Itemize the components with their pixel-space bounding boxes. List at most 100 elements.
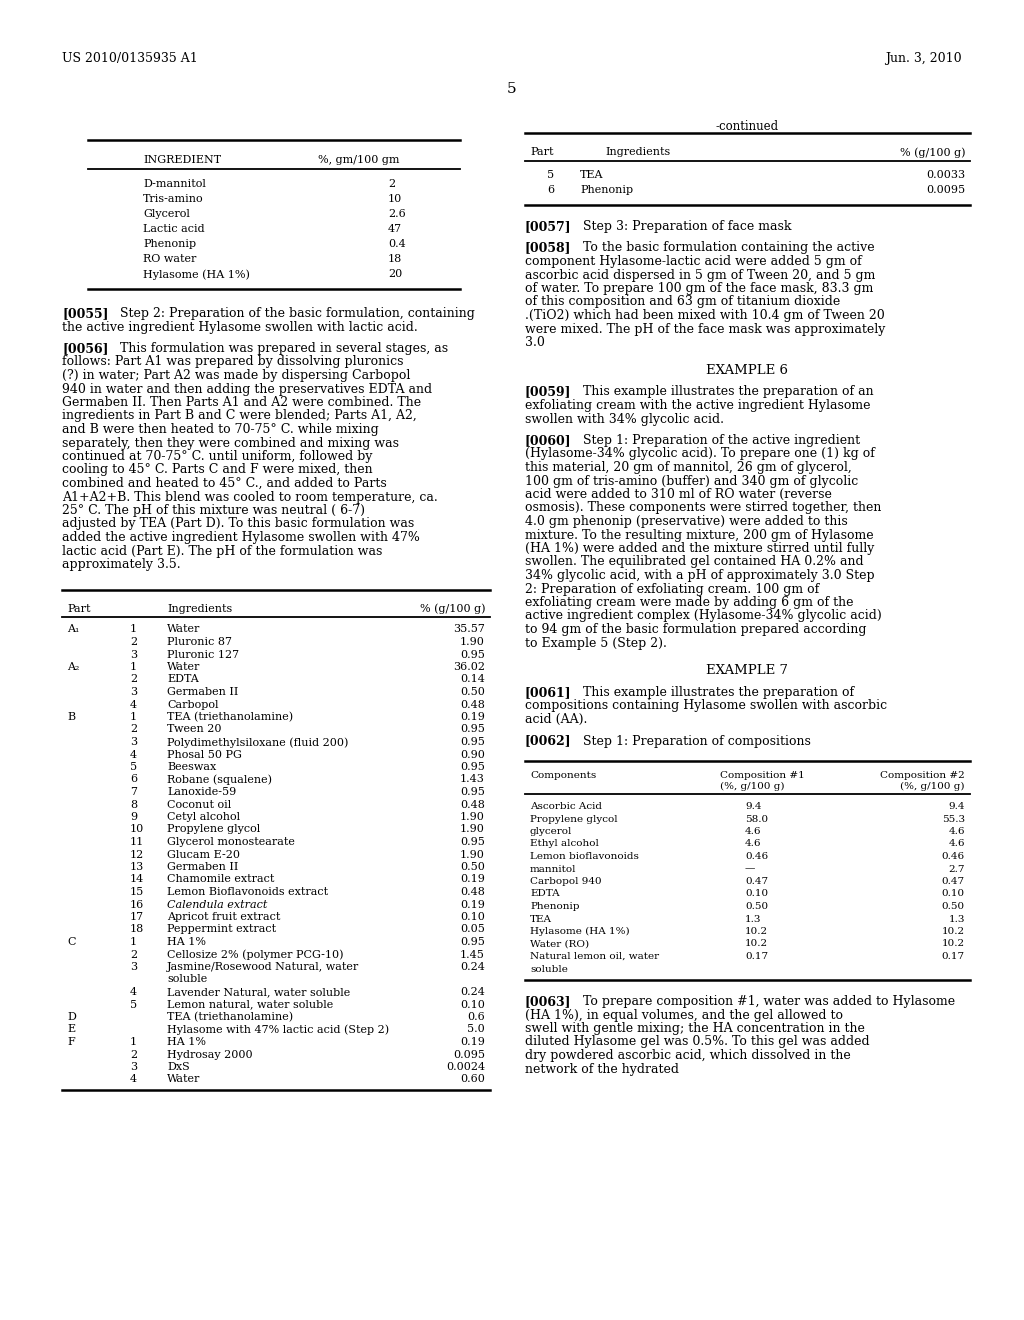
Text: 10.2: 10.2 bbox=[942, 927, 965, 936]
Text: 3: 3 bbox=[130, 1063, 137, 1072]
Text: 0.24: 0.24 bbox=[460, 987, 485, 997]
Text: Coconut oil: Coconut oil bbox=[167, 800, 231, 809]
Text: -continued: -continued bbox=[716, 120, 779, 133]
Text: acid (AA).: acid (AA). bbox=[525, 713, 588, 726]
Text: 0.19: 0.19 bbox=[460, 874, 485, 884]
Text: (%, g/100 g): (%, g/100 g) bbox=[720, 781, 784, 791]
Text: Calendula extract: Calendula extract bbox=[167, 899, 267, 909]
Text: Phosal 50 PG: Phosal 50 PG bbox=[167, 750, 242, 759]
Text: Step 2: Preparation of the basic formulation, containing: Step 2: Preparation of the basic formula… bbox=[120, 308, 475, 319]
Text: 10.2: 10.2 bbox=[942, 940, 965, 949]
Text: Germaben II. Then Parts A1 and A2 were combined. The: Germaben II. Then Parts A1 and A2 were c… bbox=[62, 396, 421, 409]
Text: Phenonip: Phenonip bbox=[143, 239, 197, 249]
Text: EXAMPLE 6: EXAMPLE 6 bbox=[707, 363, 788, 376]
Text: Components: Components bbox=[530, 771, 596, 780]
Text: dry powdered ascorbic acid, which dissolved in the: dry powdered ascorbic acid, which dissol… bbox=[525, 1049, 851, 1063]
Text: 0.24: 0.24 bbox=[460, 962, 485, 972]
Text: D: D bbox=[67, 1012, 76, 1022]
Text: 9.4: 9.4 bbox=[745, 803, 762, 810]
Text: 0.90: 0.90 bbox=[460, 750, 485, 759]
Text: TEA (triethanolamine): TEA (triethanolamine) bbox=[167, 1012, 293, 1022]
Text: (%, g/100 g): (%, g/100 g) bbox=[900, 781, 965, 791]
Text: This example illustrates the preparation of an: This example illustrates the preparation… bbox=[583, 385, 873, 399]
Text: (HA 1%) were added and the mixture stirred until fully: (HA 1%) were added and the mixture stirr… bbox=[525, 543, 874, 554]
Text: 0.14: 0.14 bbox=[460, 675, 485, 685]
Text: 35.57: 35.57 bbox=[454, 624, 485, 635]
Text: 16: 16 bbox=[130, 899, 144, 909]
Text: mixture. To the resulting mixture, 200 gm of Hylasome: mixture. To the resulting mixture, 200 g… bbox=[525, 528, 873, 541]
Text: were mixed. The pH of the face mask was approximately: were mixed. The pH of the face mask was … bbox=[525, 322, 886, 335]
Text: Step 1: Preparation of compositions: Step 1: Preparation of compositions bbox=[583, 734, 811, 747]
Text: 1.3: 1.3 bbox=[745, 915, 762, 924]
Text: 0.48: 0.48 bbox=[460, 800, 485, 809]
Text: 5.0: 5.0 bbox=[467, 1024, 485, 1035]
Text: to Example 5 (Step 2).: to Example 5 (Step 2). bbox=[525, 636, 667, 649]
Text: 36.02: 36.02 bbox=[453, 663, 485, 672]
Text: 0.95: 0.95 bbox=[460, 737, 485, 747]
Text: of water. To prepare 100 gm of the face mask, 83.3 gm: of water. To prepare 100 gm of the face … bbox=[525, 282, 873, 294]
Text: Lactic acid: Lactic acid bbox=[143, 224, 205, 234]
Text: 25° C. The pH of this mixture was neutral ( 6-7): 25° C. The pH of this mixture was neutra… bbox=[62, 504, 365, 517]
Text: 4.6: 4.6 bbox=[948, 828, 965, 836]
Text: 4: 4 bbox=[130, 1074, 137, 1085]
Text: 3.0: 3.0 bbox=[525, 337, 545, 348]
Text: B: B bbox=[67, 711, 75, 722]
Text: 0.46: 0.46 bbox=[942, 851, 965, 861]
Text: this material, 20 gm of mannitol, 26 gm of glycerol,: this material, 20 gm of mannitol, 26 gm … bbox=[525, 461, 852, 474]
Text: network of the hydrated: network of the hydrated bbox=[525, 1063, 679, 1076]
Text: Peppermint extract: Peppermint extract bbox=[167, 924, 276, 935]
Text: 17: 17 bbox=[130, 912, 144, 921]
Text: Chamomile extract: Chamomile extract bbox=[167, 874, 274, 884]
Text: Lanoxide-59: Lanoxide-59 bbox=[167, 787, 237, 797]
Text: Jun. 3, 2010: Jun. 3, 2010 bbox=[886, 51, 962, 65]
Text: Water: Water bbox=[167, 1074, 201, 1085]
Text: 5: 5 bbox=[130, 999, 137, 1010]
Text: Glycerol: Glycerol bbox=[143, 209, 189, 219]
Text: 6: 6 bbox=[130, 775, 137, 784]
Text: D-mannitol: D-mannitol bbox=[143, 180, 206, 189]
Text: 2.6: 2.6 bbox=[388, 209, 406, 219]
Text: Hydrosay 2000: Hydrosay 2000 bbox=[167, 1049, 253, 1060]
Text: Propylene glycol: Propylene glycol bbox=[167, 825, 260, 834]
Text: 1: 1 bbox=[130, 1038, 137, 1047]
Text: 0.50: 0.50 bbox=[460, 686, 485, 697]
Text: 0.10: 0.10 bbox=[942, 890, 965, 899]
Text: 0.095: 0.095 bbox=[453, 1049, 485, 1060]
Text: [0060]: [0060] bbox=[525, 434, 571, 447]
Text: [0063]: [0063] bbox=[525, 995, 571, 1008]
Text: US 2010/0135935 A1: US 2010/0135935 A1 bbox=[62, 51, 198, 65]
Text: compositions containing Hylasome swollen with ascorbic: compositions containing Hylasome swollen… bbox=[525, 700, 887, 713]
Text: 5: 5 bbox=[130, 762, 137, 772]
Text: separately, then they were combined and mixing was: separately, then they were combined and … bbox=[62, 437, 399, 450]
Text: 0.47: 0.47 bbox=[745, 876, 768, 886]
Text: the active ingredient Hylasome swollen with lactic acid.: the active ingredient Hylasome swollen w… bbox=[62, 321, 418, 334]
Text: to 94 gm of the basic formulation prepared according: to 94 gm of the basic formulation prepar… bbox=[525, 623, 866, 636]
Text: Ascorbic Acid: Ascorbic Acid bbox=[530, 803, 602, 810]
Text: 940 in water and then adding the preservatives EDTA and: 940 in water and then adding the preserv… bbox=[62, 383, 432, 396]
Text: swollen. The equilibrated gel contained HA 0.2% and: swollen. The equilibrated gel contained … bbox=[525, 556, 863, 569]
Text: lactic acid (Part E). The pH of the formulation was: lactic acid (Part E). The pH of the form… bbox=[62, 544, 382, 557]
Text: acid were added to 310 ml of RO water (reverse: acid were added to 310 ml of RO water (r… bbox=[525, 488, 831, 502]
Text: 15: 15 bbox=[130, 887, 144, 898]
Text: 10.2: 10.2 bbox=[745, 940, 768, 949]
Text: 0.05: 0.05 bbox=[460, 924, 485, 935]
Text: 1.90: 1.90 bbox=[460, 812, 485, 822]
Text: Cetyl alcohol: Cetyl alcohol bbox=[167, 812, 240, 822]
Text: 2.7: 2.7 bbox=[948, 865, 965, 874]
Text: Cellosize 2% (polymer PCG-10): Cellosize 2% (polymer PCG-10) bbox=[167, 949, 343, 960]
Text: 1.43: 1.43 bbox=[460, 775, 485, 784]
Text: 4: 4 bbox=[130, 700, 137, 710]
Text: 4: 4 bbox=[130, 750, 137, 759]
Text: [0058]: [0058] bbox=[525, 242, 571, 255]
Text: 1.3: 1.3 bbox=[948, 915, 965, 924]
Text: 2: Preparation of exfoliating cream. 100 gm of: 2: Preparation of exfoliating cream. 100… bbox=[525, 582, 819, 595]
Text: adjusted by TEA (Part D). To this basic formulation was: adjusted by TEA (Part D). To this basic … bbox=[62, 517, 415, 531]
Text: of this composition and 63 gm of titanium dioxide: of this composition and 63 gm of titaniu… bbox=[525, 296, 841, 309]
Text: 58.0: 58.0 bbox=[745, 814, 768, 824]
Text: 0.19: 0.19 bbox=[460, 899, 485, 909]
Text: 7: 7 bbox=[130, 787, 137, 797]
Text: TEA: TEA bbox=[580, 170, 603, 180]
Text: Germaben II: Germaben II bbox=[167, 862, 239, 873]
Text: DxS: DxS bbox=[167, 1063, 189, 1072]
Text: A1+A2+B. This blend was cooled to room temperature, ca.: A1+A2+B. This blend was cooled to room t… bbox=[62, 491, 437, 503]
